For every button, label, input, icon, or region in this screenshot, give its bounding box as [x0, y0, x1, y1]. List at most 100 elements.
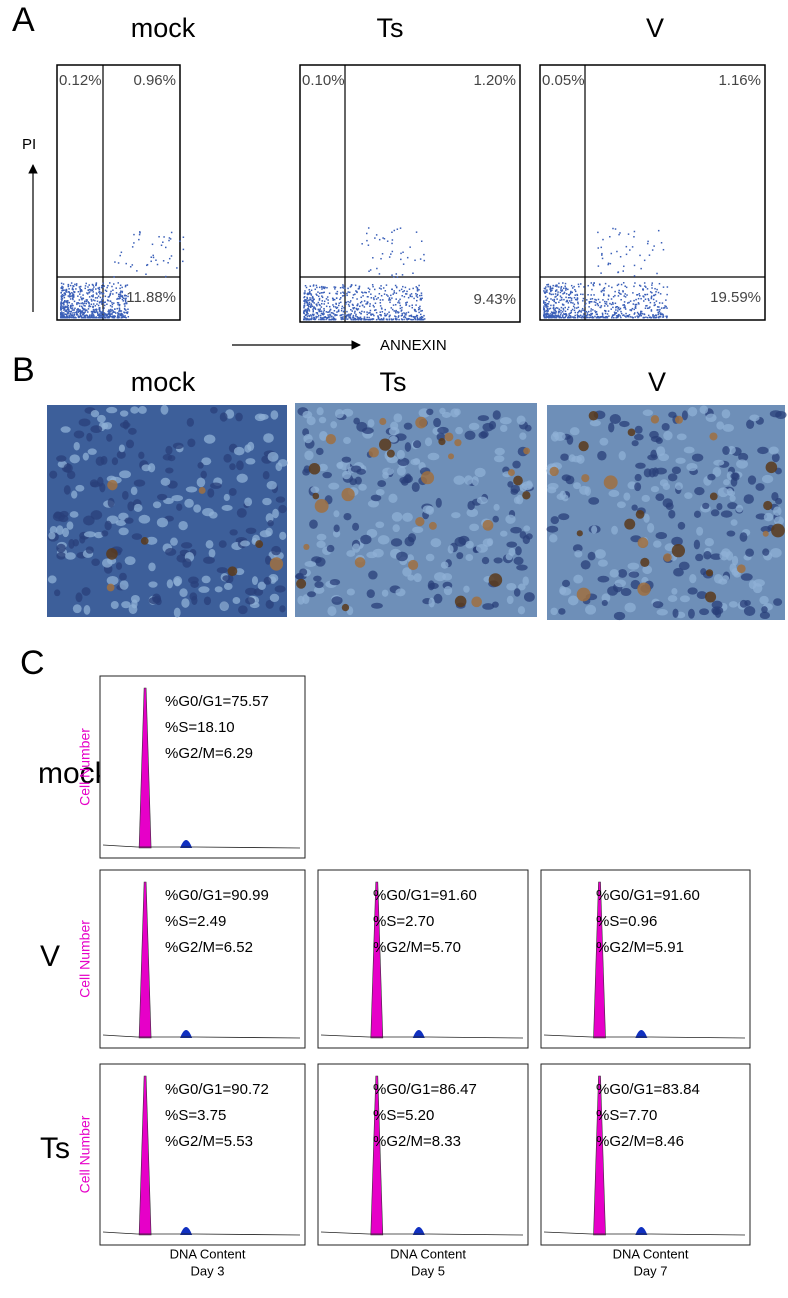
event-dot: [349, 305, 351, 307]
event-dot: [114, 317, 116, 319]
event-dot: [62, 316, 64, 318]
event-dot: [71, 303, 73, 305]
nucleus: [119, 573, 127, 581]
event-dot: [89, 296, 91, 298]
quadrant-label: 1.20%: [473, 72, 516, 89]
nucleus: [591, 526, 597, 534]
event-dot: [316, 312, 318, 314]
nucleus: [388, 494, 397, 503]
event-dot: [359, 286, 361, 288]
event-dot: [587, 285, 589, 287]
nucleus: [246, 528, 257, 534]
nucleus: [86, 546, 94, 553]
event-dot: [320, 315, 322, 317]
event-dot: [354, 318, 356, 320]
event-dot: [651, 284, 653, 286]
event-dot: [350, 286, 352, 288]
event-dot: [355, 315, 357, 317]
event-dot: [321, 286, 323, 288]
event-dot: [419, 318, 421, 320]
nucleus: [652, 467, 659, 476]
event-dot: [543, 305, 545, 307]
event-dot: [590, 313, 592, 315]
event-dot: [310, 307, 312, 309]
nucleus: [207, 488, 214, 497]
event-dot: [102, 315, 104, 317]
nucleus: [673, 609, 679, 618]
event-dot: [543, 312, 545, 314]
nucleus: [97, 415, 106, 423]
event-dot: [304, 313, 306, 315]
event-dot: [320, 310, 322, 312]
event-dot: [97, 301, 99, 303]
stained-cell: [296, 579, 306, 589]
event-dot: [380, 299, 382, 301]
nucleus: [507, 596, 514, 604]
nucleus: [229, 488, 237, 496]
event-dot: [389, 302, 391, 304]
nucleus: [684, 492, 692, 499]
nucleus: [444, 586, 452, 595]
nucleus: [96, 457, 105, 466]
event-dot: [323, 310, 325, 312]
event-dot: [90, 289, 92, 291]
nucleus: [263, 471, 270, 480]
nucleus: [635, 474, 642, 481]
nucleus: [173, 443, 184, 449]
cell-cycle-stat: %G0/G1=90.72: [165, 1081, 269, 1098]
nucleus: [662, 423, 670, 431]
nucleus: [245, 458, 255, 464]
event-dot: [391, 231, 393, 233]
event-dot: [550, 313, 552, 315]
nucleus: [675, 458, 685, 464]
nucleus: [569, 454, 576, 462]
event-dot: [321, 306, 323, 308]
nucleus: [223, 454, 231, 463]
event-dot: [411, 315, 413, 317]
event-dot: [391, 243, 393, 245]
event-dot: [641, 313, 643, 315]
nucleus: [614, 612, 625, 620]
event-dot: [89, 291, 91, 293]
stained-cell: [355, 557, 366, 568]
event-dot: [545, 288, 547, 290]
event-dot: [404, 313, 406, 315]
event-dot: [400, 227, 402, 229]
event-dot: [383, 318, 385, 320]
nucleus: [124, 517, 133, 523]
event-dot: [361, 243, 363, 245]
event-dot: [630, 316, 632, 318]
event-dot: [618, 234, 620, 236]
event-dot: [399, 299, 401, 301]
event-dot: [336, 293, 338, 295]
event-dot: [409, 305, 411, 307]
event-dot: [310, 305, 312, 307]
event-dot: [591, 289, 593, 291]
event-dot: [376, 312, 378, 314]
event-dot: [413, 298, 415, 300]
nucleus: [413, 440, 421, 448]
quadrant-label: 19.59%: [710, 289, 761, 306]
event-dot: [645, 299, 647, 301]
event-dot: [562, 282, 564, 284]
event-dot: [309, 310, 311, 312]
event-dot: [629, 249, 631, 251]
stained-cell: [107, 480, 117, 490]
nucleus: [684, 447, 695, 454]
event-dot: [321, 313, 323, 315]
nucleus: [558, 608, 565, 615]
event-dot: [70, 298, 72, 300]
nucleus: [220, 601, 229, 611]
nucleus: [748, 475, 756, 484]
event-dot: [121, 317, 123, 319]
event-dot: [319, 287, 321, 289]
event-dot: [99, 301, 101, 303]
event-dot: [583, 286, 585, 288]
event-dot: [326, 317, 328, 319]
event-dot: [368, 227, 370, 229]
event-dot: [564, 285, 566, 287]
event-dot: [342, 284, 344, 286]
event-dot: [410, 296, 412, 298]
event-dot: [89, 304, 91, 306]
event-dot: [151, 256, 153, 258]
